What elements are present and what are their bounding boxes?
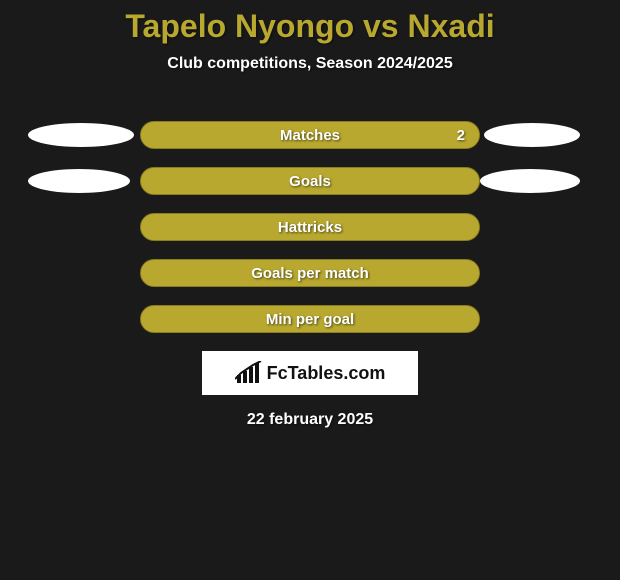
stat-row: Hattricks — [0, 213, 620, 241]
stat-label: Matches — [280, 127, 340, 144]
stat-label: Hattricks — [278, 219, 342, 236]
logo-chart-icon — [235, 361, 263, 385]
stat-pill: Hattricks — [140, 213, 480, 241]
logo-box: FcTables.com — [202, 351, 418, 395]
footer-date: 22 february 2025 — [0, 411, 620, 429]
right-ellipse — [480, 169, 580, 193]
stat-label: Goals — [289, 173, 331, 190]
stat-rows: Matches 2 Goals Hattricks Goals per match Min… — [0, 121, 620, 333]
stat-row: Goals per match — [0, 259, 620, 287]
stat-pill: Goals — [140, 167, 480, 195]
stat-label: Min per goal — [266, 311, 354, 328]
right-indicator-slot — [480, 169, 600, 193]
left-indicator-slot — [20, 123, 140, 147]
stat-pill: Goals per match — [140, 259, 480, 287]
stat-pill: Matches 2 — [140, 121, 480, 149]
stat-row: Goals — [0, 167, 620, 195]
right-indicator-slot — [480, 123, 600, 147]
stat-row: Matches 2 — [0, 121, 620, 149]
stat-row: Min per goal — [0, 305, 620, 333]
right-ellipse — [484, 123, 580, 147]
stat-pill: Min per goal — [140, 305, 480, 333]
logo-text: FcTables.com — [267, 363, 386, 384]
left-ellipse — [28, 169, 130, 193]
subtitle: Club competitions, Season 2024/2025 — [0, 55, 620, 73]
stat-label: Goals per match — [251, 265, 369, 282]
stat-value: 2 — [457, 127, 465, 144]
left-ellipse — [28, 123, 134, 147]
left-indicator-slot — [20, 169, 140, 193]
page-title: Tapelo Nyongo vs Nxadi — [0, 0, 620, 45]
